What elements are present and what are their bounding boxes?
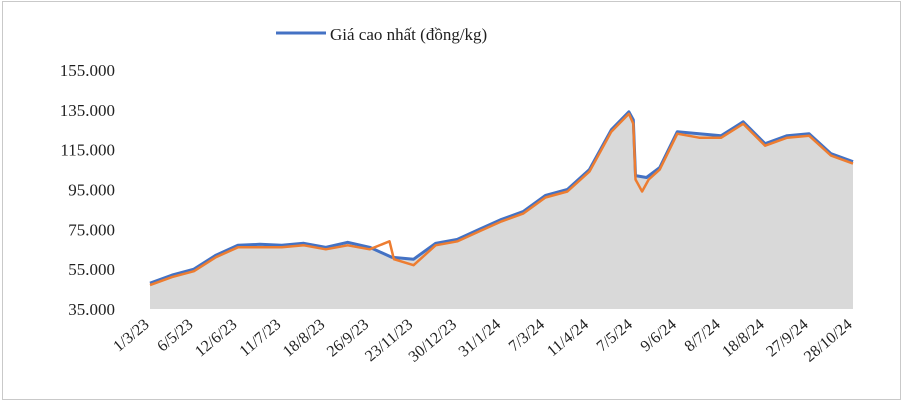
x-tick-label: 28/10/24 [801,316,856,366]
area-fill [150,111,853,309]
x-tick-label: 8/7/24 [682,316,724,355]
x-tick-label: 11/4/24 [544,316,592,360]
x-tick-label: 7/3/24 [506,316,548,355]
x-tick-label: 30/12/23 [406,316,461,366]
y-tick-label: 95.000 [68,181,115,200]
x-axis: 1/3/23 6/5/2312/6/2311/7/2318/8/2326/9/23… [110,316,855,366]
x-tick-label: 23/11/23 [362,316,416,365]
x-tick-label: 18/8/24 [719,316,767,360]
y-tick-label: 115.000 [60,141,115,160]
x-tick-label: 6/5/23 [154,316,196,355]
x-tick-label: 1/3/23 [110,316,152,355]
y-axis: 155.000 135.000 115.000 95.000 75.000 55.000 3… [60,61,115,319]
series-line-orange [149,112,854,287]
plot-area [149,110,854,309]
x-tick-label: 18/8/23 [280,316,328,360]
x-tick-label: 7/5/24 [594,316,636,355]
series-line-blue [149,110,854,285]
legend: Giá cao nhất (đồng/kg) [276,25,487,44]
y-tick-label: 55.000 [68,260,115,279]
y-tick-label: 155.000 [60,61,115,80]
x-tick-label: 31/1/24 [456,316,504,360]
x-tick-label: 9/6/24 [638,316,680,355]
x-tick-label: 12/6/23 [192,316,240,360]
x-tick-label: 11/7/23 [236,316,284,360]
y-tick-label: 75.000 [68,220,115,239]
legend-label: Giá cao nhất (đồng/kg) [330,25,487,44]
y-tick-label: 135.000 [60,101,115,120]
y-tick-label: 35.000 [68,300,115,319]
